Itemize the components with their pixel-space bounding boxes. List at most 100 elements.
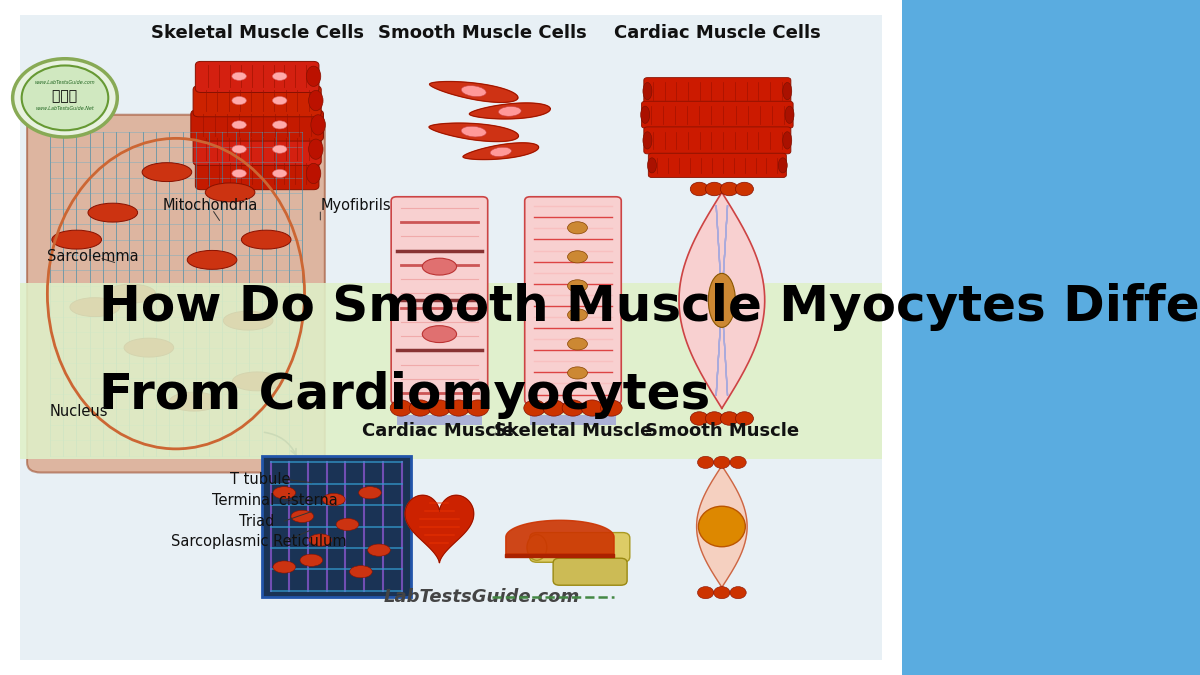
Text: Nucleus: Nucleus — [49, 404, 108, 419]
Circle shape — [730, 456, 746, 468]
Circle shape — [600, 400, 622, 416]
Ellipse shape — [568, 251, 588, 263]
Ellipse shape — [308, 90, 323, 111]
Text: Smooth Muscle Cells: Smooth Muscle Cells — [378, 24, 587, 42]
Ellipse shape — [779, 158, 787, 173]
Ellipse shape — [300, 554, 323, 566]
Text: Cardiac Muscle: Cardiac Muscle — [361, 422, 514, 440]
Ellipse shape — [336, 518, 359, 531]
Circle shape — [467, 400, 488, 416]
Ellipse shape — [169, 392, 218, 411]
Ellipse shape — [461, 126, 486, 137]
Text: Smooth Muscle: Smooth Muscle — [644, 422, 799, 440]
Polygon shape — [469, 103, 551, 119]
Circle shape — [542, 400, 565, 416]
Circle shape — [706, 182, 724, 196]
FancyBboxPatch shape — [193, 86, 322, 117]
Circle shape — [523, 400, 546, 416]
Circle shape — [714, 456, 730, 468]
Ellipse shape — [323, 493, 346, 506]
Ellipse shape — [233, 372, 282, 391]
Text: Sarcolemma: Sarcolemma — [47, 249, 138, 264]
Ellipse shape — [498, 107, 521, 116]
Circle shape — [562, 400, 584, 416]
Text: Sarcoplasmic Reticulum: Sarcoplasmic Reticulum — [172, 534, 347, 549]
Circle shape — [409, 400, 431, 416]
Text: Mitochondria: Mitochondria — [162, 198, 258, 213]
FancyBboxPatch shape — [20, 284, 882, 459]
Ellipse shape — [232, 97, 246, 105]
FancyBboxPatch shape — [644, 78, 791, 105]
Ellipse shape — [568, 338, 588, 350]
Ellipse shape — [205, 183, 254, 202]
Ellipse shape — [241, 230, 290, 249]
Ellipse shape — [490, 147, 511, 157]
Circle shape — [720, 182, 738, 196]
FancyBboxPatch shape — [191, 110, 324, 141]
Ellipse shape — [272, 72, 287, 80]
FancyBboxPatch shape — [262, 456, 410, 597]
Circle shape — [690, 182, 708, 196]
Text: From Cardiomyocytes: From Cardiomyocytes — [100, 371, 710, 419]
FancyBboxPatch shape — [648, 153, 786, 178]
Text: How Do Smooth Muscle Myocytes Differ: How Do Smooth Muscle Myocytes Differ — [100, 283, 1200, 331]
Text: www.LabTestsGuide.com: www.LabTestsGuide.com — [35, 80, 95, 85]
Text: Triad: Triad — [239, 514, 275, 529]
Ellipse shape — [232, 169, 246, 178]
FancyBboxPatch shape — [196, 61, 319, 92]
FancyBboxPatch shape — [396, 414, 482, 425]
Circle shape — [736, 182, 754, 196]
Ellipse shape — [367, 544, 390, 556]
Ellipse shape — [142, 163, 192, 182]
Ellipse shape — [643, 132, 652, 149]
Text: Myofibrils: Myofibrils — [320, 198, 391, 213]
Circle shape — [730, 587, 746, 599]
Ellipse shape — [272, 487, 295, 499]
Circle shape — [697, 456, 714, 468]
Circle shape — [448, 400, 469, 416]
FancyBboxPatch shape — [642, 101, 793, 128]
Polygon shape — [430, 123, 518, 142]
Text: www.LabTestsGuide.Net: www.LabTestsGuide.Net — [36, 105, 95, 111]
Text: Terminal cisterna: Terminal cisterna — [212, 493, 337, 508]
Polygon shape — [696, 466, 748, 587]
Circle shape — [428, 400, 450, 416]
Ellipse shape — [306, 66, 320, 86]
Ellipse shape — [359, 487, 382, 499]
Polygon shape — [679, 192, 764, 408]
Ellipse shape — [124, 338, 174, 357]
Circle shape — [22, 65, 108, 130]
Ellipse shape — [310, 534, 331, 546]
Text: T tubule: T tubule — [230, 472, 290, 487]
Ellipse shape — [223, 311, 272, 330]
Ellipse shape — [648, 158, 656, 173]
Ellipse shape — [272, 97, 287, 105]
Ellipse shape — [641, 106, 649, 124]
Ellipse shape — [643, 82, 652, 100]
Ellipse shape — [272, 145, 287, 153]
Ellipse shape — [785, 106, 794, 124]
Circle shape — [736, 412, 754, 425]
Ellipse shape — [272, 121, 287, 129]
Circle shape — [690, 412, 708, 425]
Ellipse shape — [422, 326, 456, 343]
Circle shape — [581, 400, 602, 416]
FancyBboxPatch shape — [28, 115, 325, 472]
Polygon shape — [430, 82, 518, 103]
Ellipse shape — [708, 273, 736, 327]
Polygon shape — [406, 495, 474, 563]
FancyBboxPatch shape — [553, 558, 628, 585]
Ellipse shape — [782, 132, 792, 149]
Ellipse shape — [232, 72, 246, 80]
FancyBboxPatch shape — [529, 533, 630, 562]
Text: Skeletal Muscle: Skeletal Muscle — [493, 422, 652, 440]
FancyBboxPatch shape — [530, 414, 616, 425]
Ellipse shape — [187, 250, 236, 269]
Ellipse shape — [106, 284, 156, 303]
Ellipse shape — [88, 203, 138, 222]
Ellipse shape — [311, 115, 325, 135]
Ellipse shape — [527, 535, 547, 560]
Ellipse shape — [290, 510, 313, 522]
Text: 🧑‍🤝‍🧑: 🧑‍🤝‍🧑 — [53, 89, 78, 103]
Circle shape — [697, 587, 714, 599]
